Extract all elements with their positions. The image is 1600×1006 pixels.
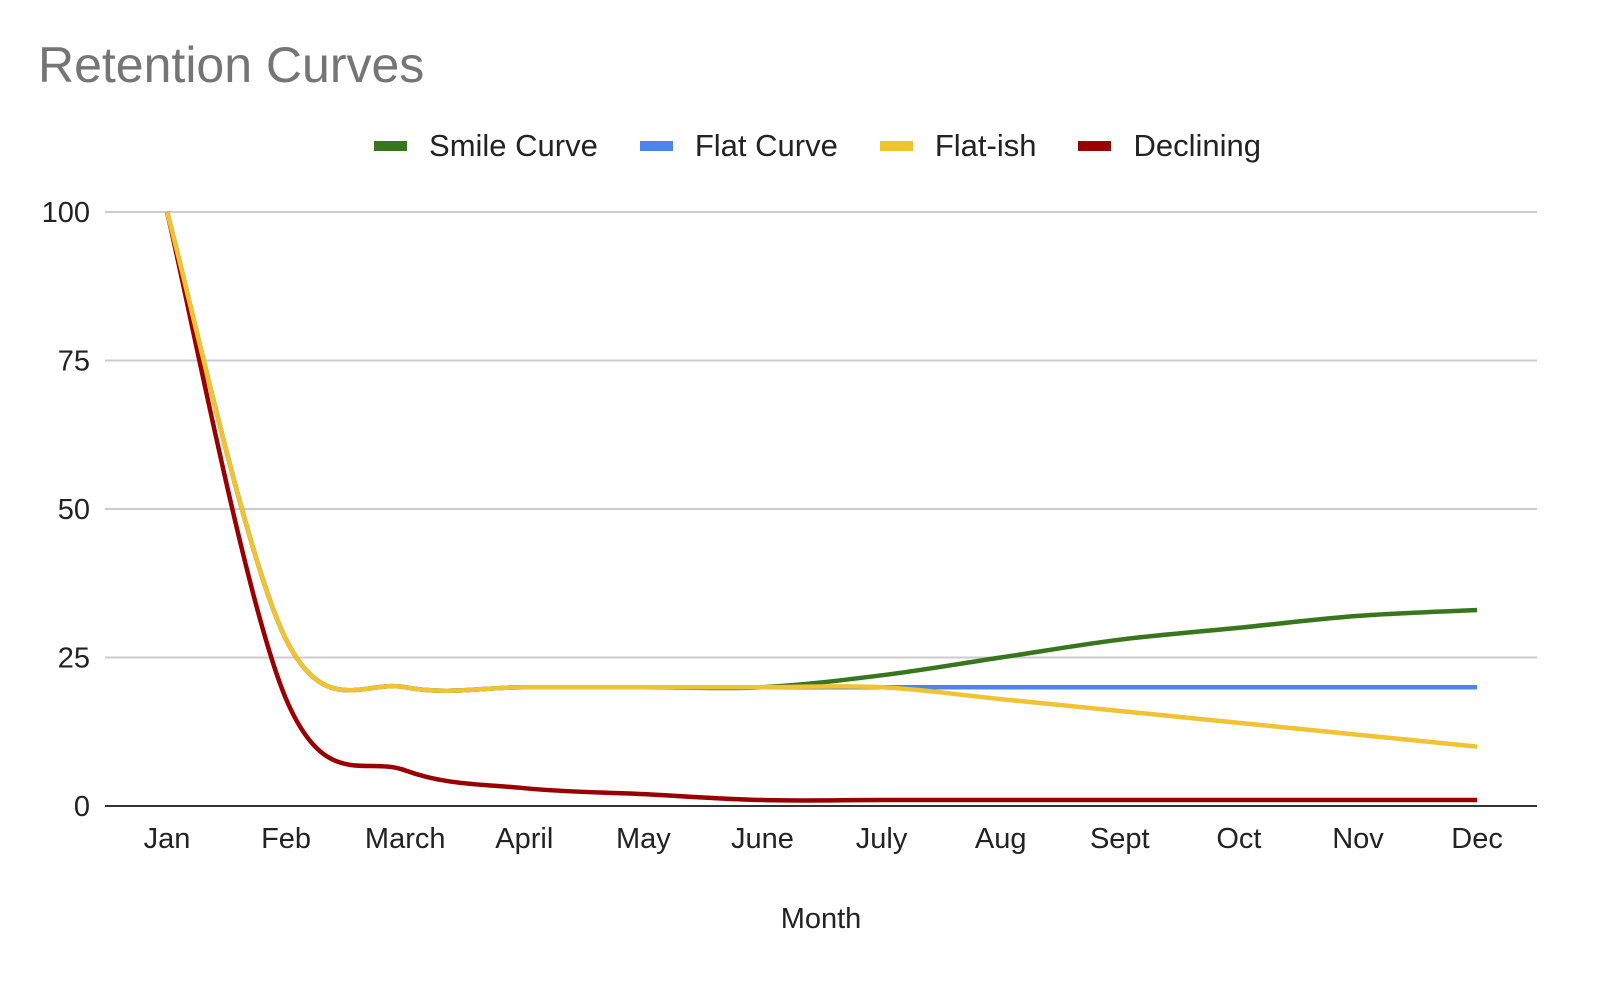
x-tick-label-jan: Jan	[144, 823, 191, 855]
legend-swatch-flat-ish	[879, 141, 913, 151]
x-tick-label-sept: Sept	[1090, 823, 1150, 855]
x-tick-label-aug: Aug	[975, 823, 1027, 855]
legend-item-smile-curve[interactable]: Smile Curve	[374, 128, 598, 164]
legend-label-flat-curve: Flat Curve	[694, 128, 838, 163]
legend-item-flat-ish[interactable]: Flat-ish	[879, 128, 1037, 164]
x-tick-label-may: May	[616, 823, 671, 855]
series-line-flat-ish	[164, 211, 1478, 749]
y-tick-label-100: 100	[42, 197, 90, 229]
legend: Smile Curve Flat Curve Flat-ish Declinin…	[0, 128, 1600, 164]
legend-swatch-smile-curve	[374, 141, 408, 151]
y-tick-label-0: 0	[74, 791, 90, 823]
legend-label-smile-curve: Smile Curve	[429, 128, 598, 163]
x-tick-label-june: June	[731, 823, 794, 855]
x-tick-label-nov: Nov	[1332, 823, 1384, 855]
chart-title: Retention Curves	[38, 37, 425, 93]
series-line-smile-curve	[164, 211, 1478, 693]
x-tick-label-oct: Oct	[1216, 823, 1261, 855]
legend-label-declining: Declining	[1133, 128, 1261, 163]
x-tick-label-dec: Dec	[1451, 823, 1503, 855]
y-tick-label-75: 75	[58, 346, 90, 378]
y-tick-label-50: 50	[58, 494, 90, 526]
legend-swatch-declining	[1078, 141, 1112, 151]
legend-swatch-flat-curve	[639, 141, 673, 151]
x-tick-label-march: March	[365, 823, 446, 855]
legend-item-declining[interactable]: Declining	[1078, 128, 1261, 164]
x-axis-title: Month	[781, 903, 862, 935]
legend-item-flat-curve[interactable]: Flat Curve	[639, 128, 838, 164]
x-tick-label-july: July	[856, 823, 908, 855]
y-tick-label-25: 25	[58, 643, 90, 675]
x-tick-label-april: April	[495, 823, 553, 855]
legend-label-flat-ish: Flat-ish	[934, 128, 1037, 163]
x-tick-label-feb: Feb	[261, 823, 311, 855]
series-line-declining	[164, 211, 1478, 803]
series-line-flat-curve	[164, 211, 1478, 693]
